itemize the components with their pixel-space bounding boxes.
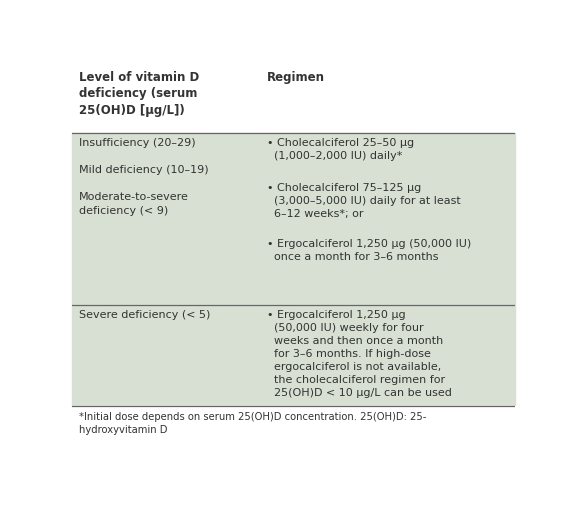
Text: Insufficiency (20–29)

Mild deficiency (10–19)

Moderate-to-severe
deficiency (<: Insufficiency (20–29) Mild deficiency (1… [78, 138, 208, 216]
Text: *Initial dose depends on serum 25(OH)D concentration. 25(OH)D: 25-
hydroxyvitami: *Initial dose depends on serum 25(OH)D c… [78, 412, 426, 435]
Text: • Cholecalciferol 25–50 μg
  (1,000–2,000 IU) daily*: • Cholecalciferol 25–50 μg (1,000–2,000 … [267, 138, 414, 161]
Bar [72, 406, 515, 451]
Bar [72, 133, 515, 406]
Text: • Ergocalciferol 1,250 μg (50,000 IU)
  once a month for 3–6 months: • Ergocalciferol 1,250 μg (50,000 IU) on… [267, 239, 471, 262]
Bar [72, 70, 515, 133]
Text: Regimen: Regimen [267, 70, 324, 84]
Text: Level of vitamin D
deficiency (serum
25(OH)D [μg/L]): Level of vitamin D deficiency (serum 25(… [78, 70, 199, 117]
Text: Severe deficiency (< 5): Severe deficiency (< 5) [78, 309, 210, 319]
Text: • Ergocalciferol 1,250 μg
  (50,000 IU) weekly for four
  weeks and then once a : • Ergocalciferol 1,250 μg (50,000 IU) we… [267, 309, 451, 398]
Text: • Cholecalciferol 75–125 μg
  (3,000–5,000 IU) daily for at least
  6–12 weeks*;: • Cholecalciferol 75–125 μg (3,000–5,000… [267, 183, 460, 219]
